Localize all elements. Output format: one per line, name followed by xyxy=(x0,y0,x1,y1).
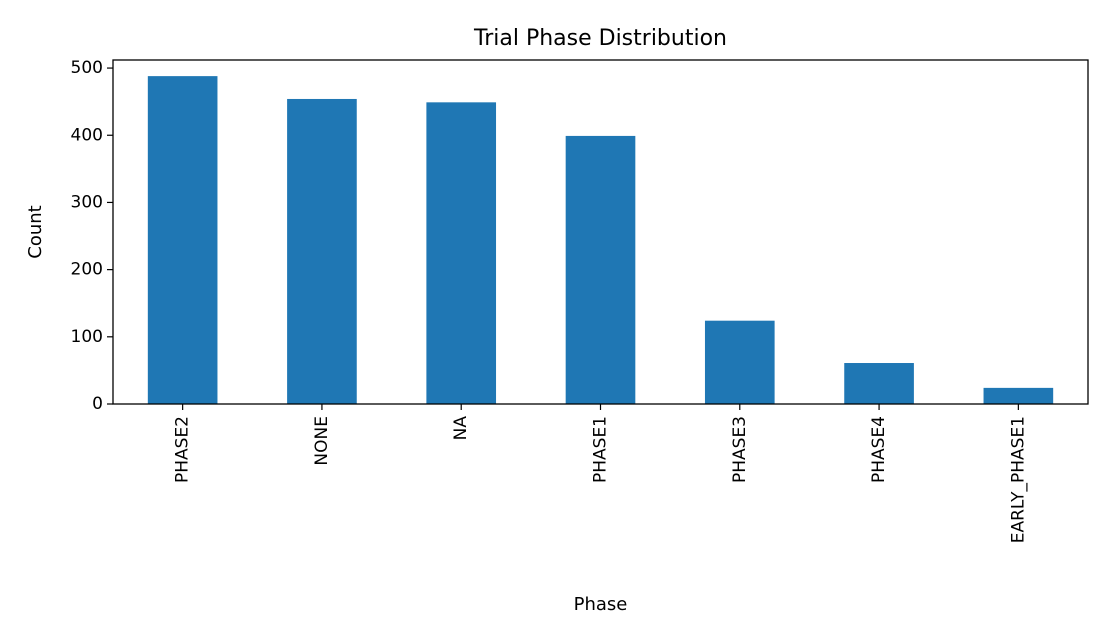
bars xyxy=(147,76,1054,404)
bar-phase2 xyxy=(147,76,218,404)
y-tick-label: 400 xyxy=(71,125,103,145)
y-tick-label: 300 xyxy=(71,192,103,212)
y-tick-label: 0 xyxy=(92,394,103,414)
y-tick-label: 500 xyxy=(71,58,103,78)
chart-title: Trial Phase Distribution xyxy=(473,26,727,51)
x-tick-label: EARLY_PHASE1 xyxy=(1008,416,1028,543)
x-axis-ticks: PHASE2 NONE NA PHASE1 PHASE3 PHASE4 EARLY_PHAS… xyxy=(173,404,1028,543)
y-axis-label: Count xyxy=(25,205,46,258)
bar-phase1 xyxy=(565,135,636,404)
x-tick-label: NA xyxy=(451,416,471,441)
x-tick-label: PHASE4 xyxy=(869,416,889,483)
x-tick-label: PHASE1 xyxy=(591,416,611,483)
x-tick-label: PHASE3 xyxy=(730,416,750,483)
bar-early-phase1 xyxy=(983,387,1054,404)
x-tick-label: NONE xyxy=(312,416,332,466)
bar-phase3 xyxy=(704,320,775,404)
x-tick-label: PHASE2 xyxy=(173,416,193,483)
y-axis-ticks: 0 100 200 300 400 500 xyxy=(71,58,113,414)
bar-na xyxy=(426,102,497,404)
bar-phase4 xyxy=(844,363,914,404)
y-tick-label: 100 xyxy=(71,327,103,347)
x-axis-label: Phase xyxy=(574,594,628,615)
y-tick-label: 200 xyxy=(71,260,103,280)
bar-none xyxy=(287,98,357,404)
